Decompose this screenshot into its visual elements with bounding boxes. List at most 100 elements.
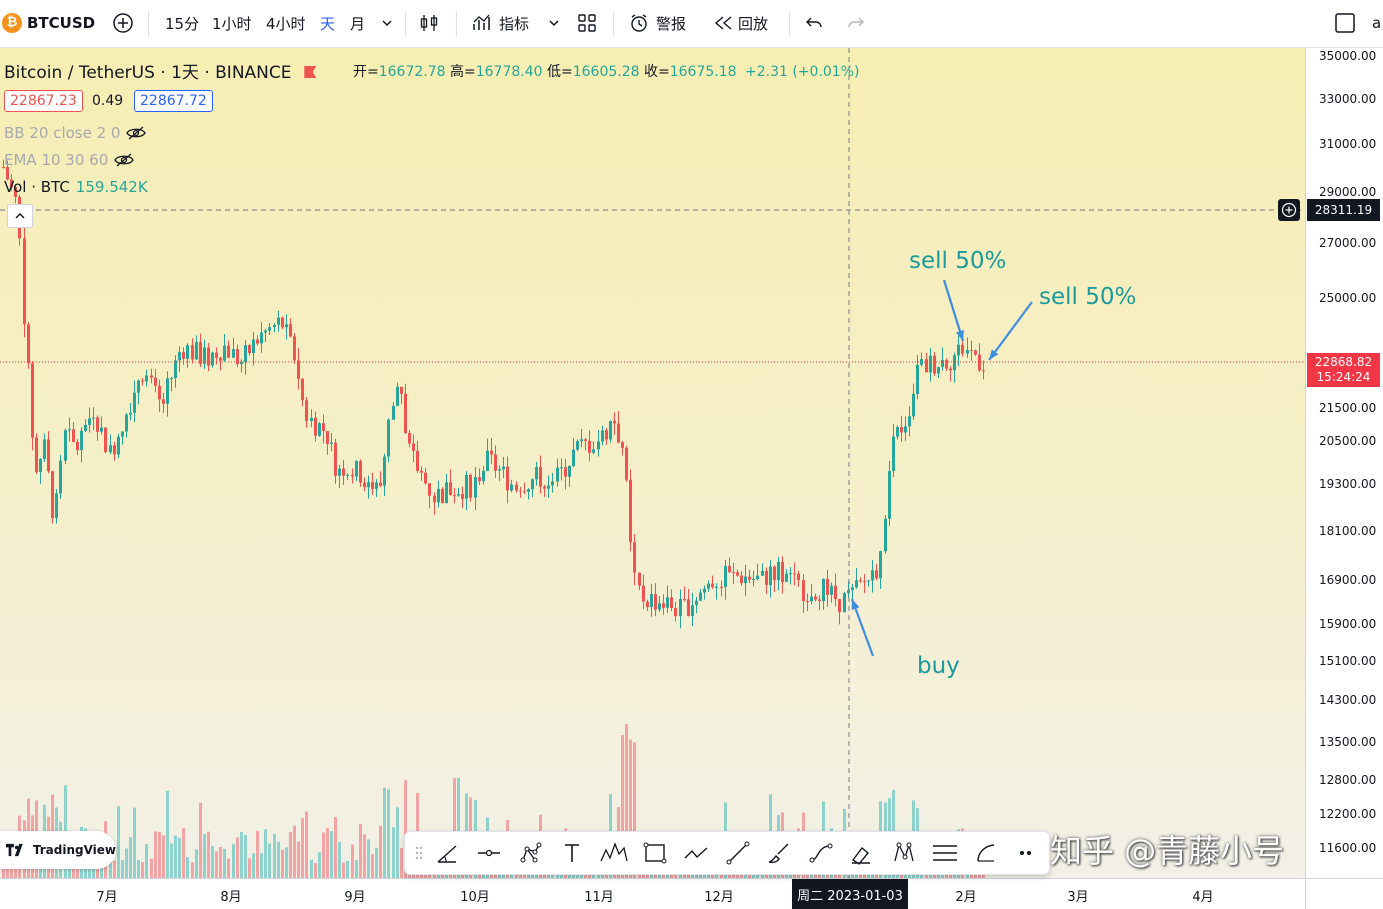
pattern-tool[interactable]: [510, 832, 551, 874]
candle-body: [457, 494, 460, 496]
undo-button[interactable]: [803, 0, 825, 46]
annotation-sell-2[interactable]: sell 50%: [1039, 284, 1137, 310]
candle-body: [547, 485, 550, 489]
curve-tool[interactable]: [800, 832, 841, 874]
candle-body: [625, 447, 628, 480]
interval-1d[interactable]: 天: [320, 14, 336, 33]
collapse-legend-button[interactable]: [7, 204, 33, 228]
candle-body: [195, 342, 198, 360]
candle-body: [953, 355, 956, 371]
highlighter-tool[interactable]: [842, 832, 883, 874]
interval-dropdown[interactable]: [380, 0, 394, 46]
indicators-dropdown[interactable]: [547, 0, 561, 46]
text-tool[interactable]: [551, 832, 592, 874]
eye-hidden-icon[interactable]: [114, 153, 135, 167]
interval-1h[interactable]: 1小时: [212, 14, 252, 33]
trend-line-tool[interactable]: [717, 832, 758, 874]
candle-body: [605, 430, 608, 440]
volume-bar: [457, 778, 460, 878]
volume-bar: [244, 834, 247, 878]
sell-arrow-2[interactable]: [988, 301, 1033, 361]
pattern-icon: [520, 842, 541, 863]
candle-body: [732, 572, 735, 574]
candle-body: [342, 468, 345, 476]
volume-bar: [363, 834, 366, 878]
fullscreen-button[interactable]: [1333, 0, 1357, 46]
candle-body: [527, 489, 530, 492]
rectangle-tool[interactable]: [634, 832, 675, 874]
interval-1m[interactable]: 月: [350, 14, 366, 33]
chart-pane[interactable]: Bitcoin / TetherUS · 1天 · BINANCE 开=1667…: [0, 48, 1305, 878]
brush-tool[interactable]: [759, 832, 800, 874]
candle-body: [506, 466, 509, 491]
volume-bar: [174, 835, 177, 878]
volume-bar: [260, 853, 263, 878]
replay-button[interactable]: 回放: [712, 0, 768, 46]
indicator-bb[interactable]: BB 20 close 2 0: [4, 124, 147, 142]
annotation-sell-1[interactable]: sell 50%: [909, 248, 1007, 274]
candle-body: [301, 378, 304, 401]
eye-hidden-icon[interactable]: [126, 126, 147, 140]
watermark-text: 知乎 @青藤小号: [1050, 832, 1285, 870]
candle-body: [219, 357, 222, 361]
arc-tool[interactable]: [966, 832, 1007, 874]
candle-body: [178, 352, 181, 361]
candle-body: [23, 238, 26, 325]
horizontal-ray-icon: [478, 849, 501, 857]
chart-type-button[interactable]: [418, 0, 440, 46]
candle-body: [884, 518, 887, 552]
indicator-volume[interactable]: Vol · BTC 159.542K: [4, 178, 148, 196]
candlestick-chart[interactable]: [0, 48, 1305, 878]
candle-body: [72, 429, 75, 443]
symbol-search-button[interactable]: ₿ BTCUSD: [2, 0, 95, 46]
bid-price-button[interactable]: 22867.23: [4, 90, 83, 112]
buy-arrow[interactable]: [850, 598, 875, 657]
path-tool[interactable]: [676, 832, 717, 874]
candle-body: [154, 377, 157, 386]
annotation-buy[interactable]: buy: [917, 653, 960, 679]
ask-price-button[interactable]: 22867.72: [134, 90, 213, 112]
volume-bar: [387, 789, 390, 878]
volume-bar: [211, 846, 214, 878]
candle-body: [875, 570, 878, 579]
horizontal-ray-tool[interactable]: [468, 832, 509, 874]
interval-4h[interactable]: 4小时: [266, 14, 306, 33]
candle-body: [363, 482, 366, 488]
time-axis[interactable]: 7月 8月 9月 10月 11月 12月 2月 3月 4月: [0, 878, 1305, 909]
candle-body: [777, 561, 780, 580]
candle-body: [273, 324, 276, 328]
drag-handle[interactable]: [411, 832, 427, 874]
candle-body: [35, 437, 38, 473]
parallel-channel-tool[interactable]: [925, 832, 966, 874]
chevron-down-icon: [549, 20, 559, 27]
candle-body: [494, 454, 497, 471]
redo-button[interactable]: [845, 0, 867, 46]
more-tools[interactable]: [1008, 832, 1049, 874]
sell-arrow-1[interactable]: [942, 279, 965, 342]
price-tick-label: 12200.00: [1319, 807, 1377, 821]
interval-15m[interactable]: 15分: [165, 14, 200, 33]
xabcd-pattern-tool[interactable]: [883, 832, 924, 874]
time-tick-label: 8月: [220, 890, 242, 905]
trend-angle-tool[interactable]: [427, 832, 468, 874]
candle-body: [145, 375, 148, 382]
candle-body: [351, 474, 354, 477]
indicators-button[interactable]: 指标: [471, 0, 529, 46]
elliott-wave-tool[interactable]: [593, 832, 634, 874]
candle-body: [638, 572, 641, 586]
candle-body: [170, 377, 173, 379]
volume-bar: [199, 802, 202, 878]
candle-body: [322, 423, 325, 432]
indicator-ema[interactable]: EMA 10 30 60: [4, 151, 135, 169]
volume-bar: [178, 837, 181, 878]
crosshair-add-button[interactable]: [1278, 199, 1300, 221]
candle-body: [699, 592, 702, 601]
alert-button[interactable]: 警报: [628, 0, 686, 46]
compare-add-button[interactable]: [112, 0, 134, 46]
candle-body: [297, 360, 300, 379]
price-axis[interactable]: 35000.00 33000.00 31000.00 29000.00 27000.00…: [1305, 48, 1383, 878]
layouts-button[interactable]: [576, 0, 598, 46]
tradingview-logo[interactable]: TradingView: [0, 831, 116, 869]
volume-bar: [351, 844, 354, 878]
candle-body: [129, 412, 132, 415]
